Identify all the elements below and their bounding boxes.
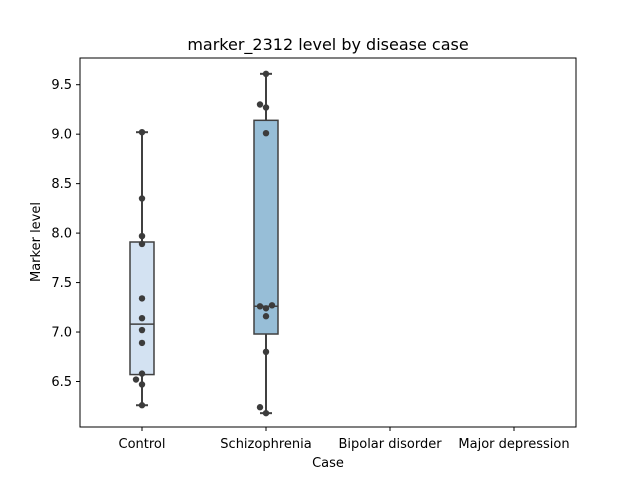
data-point [138, 232, 146, 240]
data-point [132, 376, 140, 383]
y-tick-label: 6.5 [51, 375, 72, 390]
x-axis-label: Case [312, 456, 344, 471]
data-point [262, 409, 270, 417]
data-point [262, 348, 270, 356]
x-tick-label: Schizophrenia [220, 437, 311, 452]
data-point [268, 302, 276, 309]
data-point [262, 313, 270, 320]
x-axis: Control Schizophrenia Bipolar disorder Majo… [119, 427, 570, 452]
y-axis: 6.5 7.0 7.5 8.0 8.5 9.0 9.5 [51, 78, 80, 390]
data-point [138, 240, 146, 248]
x-tick-label: Major depression [458, 437, 569, 452]
x-tick-label: Control [119, 437, 166, 452]
plot-layer [129, 70, 279, 417]
box-body [129, 241, 155, 376]
axes-frame [79, 57, 577, 428]
data-point [138, 326, 146, 334]
y-tick-label: 7.0 [51, 326, 72, 341]
box-control [129, 131, 155, 407]
y-tick-label: 9.5 [51, 78, 72, 93]
y-axis-label: Marker level [29, 202, 44, 282]
data-point [138, 402, 146, 409]
y-tick-label: 7.5 [51, 276, 72, 291]
data-point [138, 314, 146, 322]
y-tick-label: 8.0 [51, 227, 72, 242]
data-point [262, 305, 270, 312]
points-schizophrenia [256, 70, 276, 417]
points-control [132, 128, 146, 409]
data-point [138, 128, 146, 136]
data-point [138, 295, 146, 302]
y-tick-label: 9.0 [51, 128, 72, 143]
data-point [256, 404, 264, 411]
data-point [138, 195, 146, 202]
box-schizophrenia [253, 72, 279, 415]
data-point [262, 104, 270, 111]
data-point [262, 129, 270, 137]
data-point [138, 339, 146, 347]
data-point [256, 101, 264, 108]
chart-title: marker_2312 level by disease case [187, 35, 468, 55]
data-point [138, 381, 146, 388]
box-body [253, 119, 279, 335]
x-tick-label: Bipolar disorder [338, 437, 442, 452]
data-point [262, 70, 270, 78]
y-tick-label: 8.5 [51, 177, 72, 192]
data-point [256, 303, 264, 310]
data-point [138, 370, 146, 377]
